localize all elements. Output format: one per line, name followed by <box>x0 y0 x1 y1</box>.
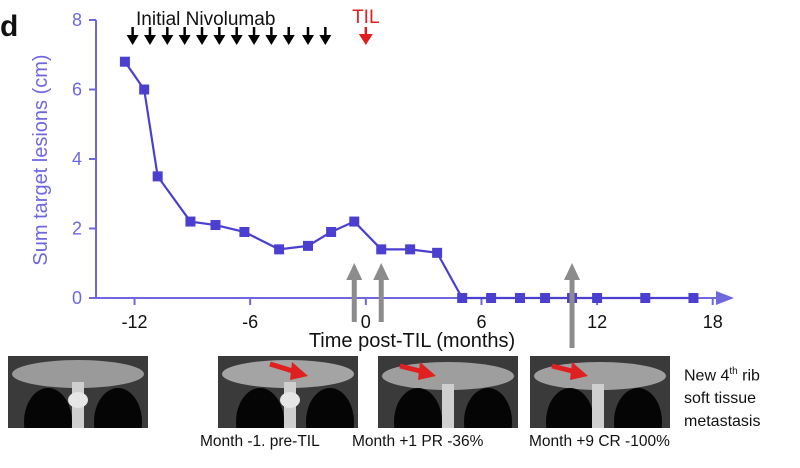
nivolumab-dose-arrowhead-icon <box>265 35 278 45</box>
series-layer <box>119 56 699 303</box>
y-tick-label: 8 <box>72 10 82 30</box>
ct-scan-4 <box>530 356 670 428</box>
til-label: TIL <box>352 7 379 28</box>
x-axis-label: Time post-TIL (months) <box>309 330 515 352</box>
nivolumab-dose-arrowhead-icon <box>213 35 226 45</box>
til-arrowhead-icon <box>358 34 373 45</box>
red-arrow-head-icon <box>290 362 308 380</box>
data-point <box>688 293 699 303</box>
nivolumab-dose-arrowhead-icon <box>126 35 139 45</box>
data-point <box>349 216 360 227</box>
panel-label: d <box>0 10 18 43</box>
data-point <box>185 216 196 227</box>
y-axis-label: Sum target lesions (cm) <box>30 54 52 265</box>
ct-scan-2 <box>218 356 358 428</box>
new-metastasis-line1: New 4th rib <box>684 366 760 385</box>
data-point <box>326 226 337 237</box>
x-tick-label: -12 <box>122 312 148 332</box>
y-tick-label: 0 <box>72 288 82 308</box>
red-arrow-head-icon <box>570 362 588 380</box>
imaging-arrowhead-icon <box>564 263 581 280</box>
data-point <box>405 244 416 255</box>
nivolumab-dose-arrowhead-icon <box>302 35 314 45</box>
x-tick-label: 0 <box>361 312 371 332</box>
data-point <box>119 56 130 67</box>
red-arrow-head-icon <box>418 362 436 380</box>
new-metastasis-note: New 4th rib soft tissue metastasis <box>684 360 760 433</box>
scan-caption-1: Month -1. pre-TIL <box>200 433 320 450</box>
new-metastasis-line3: metastasis <box>684 413 761 431</box>
nivolumab-dose-arrowhead-icon <box>319 35 332 45</box>
scan-caption-3: Month +9 CR -100% <box>529 433 670 450</box>
y-tick-label: 4 <box>72 149 82 169</box>
nivolumab-dose-arrows: Initial Nivolumab TIL <box>126 7 380 45</box>
ct-scan-1-image <box>8 356 148 428</box>
scan-caption-2: Month +1 PR -36% <box>352 433 484 450</box>
data-point <box>139 84 150 95</box>
imaging-arrowhead-icon <box>346 263 363 280</box>
data-point <box>274 244 285 255</box>
data-point <box>152 171 163 182</box>
data-point <box>515 293 525 303</box>
data-point <box>376 244 387 255</box>
x-tick-label: 6 <box>476 312 486 332</box>
axes: 0 2 4 6 8 -12 -6 0 6 12 18 <box>72 10 734 332</box>
nivolumab-dose-arrowhead-icon <box>230 35 243 45</box>
ct-scan-3-image <box>378 356 518 428</box>
nivolumab-dose-arrowhead-icon <box>178 35 191 45</box>
series-line <box>124 61 694 300</box>
data-point <box>457 293 468 303</box>
data-point <box>239 226 250 237</box>
imaging-arrows <box>346 263 581 348</box>
nivolumab-dose-arrowhead-icon <box>282 35 295 45</box>
imaging-arrowhead-icon <box>373 263 390 280</box>
nivolumab-dose-arrowhead-icon <box>143 35 156 45</box>
data-point <box>540 293 551 303</box>
nivolumab-dose-arrowhead-icon <box>196 35 208 45</box>
data-point <box>432 247 443 258</box>
data-point <box>592 293 603 303</box>
y-tick-label: 6 <box>72 80 82 100</box>
data-point <box>640 293 651 303</box>
data-point <box>486 293 497 303</box>
data-point <box>303 240 313 251</box>
y-tick-label: 2 <box>72 219 82 239</box>
ct-scan-4-image <box>530 356 670 428</box>
x-tick-label: -6 <box>242 312 258 332</box>
data-point <box>210 220 221 231</box>
x-axis-arrow-icon <box>716 291 734 305</box>
x-tick-label: 12 <box>587 312 607 332</box>
ct-scan-3 <box>378 356 518 428</box>
x-tick-label: 18 <box>703 312 723 332</box>
ct-scan-2-image <box>218 356 358 428</box>
nivolumab-dose-arrowhead-icon <box>248 35 261 45</box>
nivolumab-label: Initial Nivolumab <box>136 9 275 30</box>
ct-scan-1 <box>8 356 148 428</box>
nivolumab-dose-arrowhead-icon <box>161 35 174 45</box>
new-metastasis-line2: soft tissue <box>684 390 757 408</box>
